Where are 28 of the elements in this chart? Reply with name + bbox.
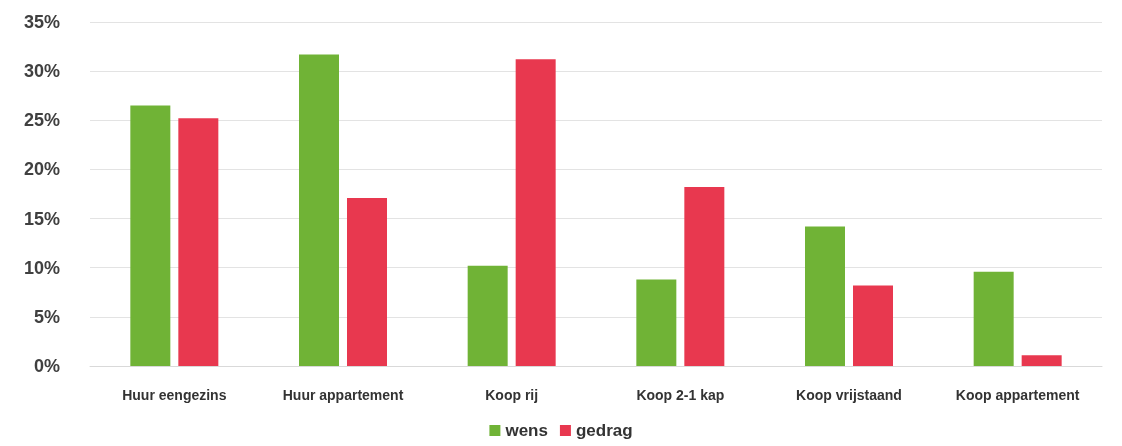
y-tick-label: 5% (33, 306, 60, 327)
y-tick-label: 25% (23, 110, 60, 131)
bar (130, 105, 171, 366)
x-tick-label: Koop 2-1 kap (636, 387, 725, 403)
y-tick-label: 10% (23, 257, 60, 278)
bar (853, 285, 893, 366)
bar (347, 197, 387, 366)
y-tick-label: 0% (33, 356, 60, 376)
y-tick-label: 20% (23, 159, 60, 180)
x-tick-label: Koop rij (485, 387, 539, 403)
x-tick-label: Koop appartement (955, 387, 1080, 403)
bar (973, 271, 1014, 366)
x-tick-label: Koop vrijstaand (796, 387, 902, 403)
y-tick-label: 30% (23, 61, 60, 82)
bar (515, 59, 556, 366)
bar (178, 118, 219, 366)
bar (467, 265, 508, 366)
bar (636, 279, 677, 366)
y-tick-label: 15% (23, 208, 60, 229)
bar (299, 54, 339, 366)
y-tick-label: 35% (23, 12, 60, 32)
x-tick-label: Huur eengezins (122, 387, 227, 403)
legend-label: gedrag (575, 421, 633, 440)
bar (684, 187, 725, 366)
x-tick-label: Huur appartement (282, 387, 404, 403)
bar (1021, 355, 1062, 366)
bar (805, 226, 845, 366)
legend-label: wens (504, 421, 548, 440)
